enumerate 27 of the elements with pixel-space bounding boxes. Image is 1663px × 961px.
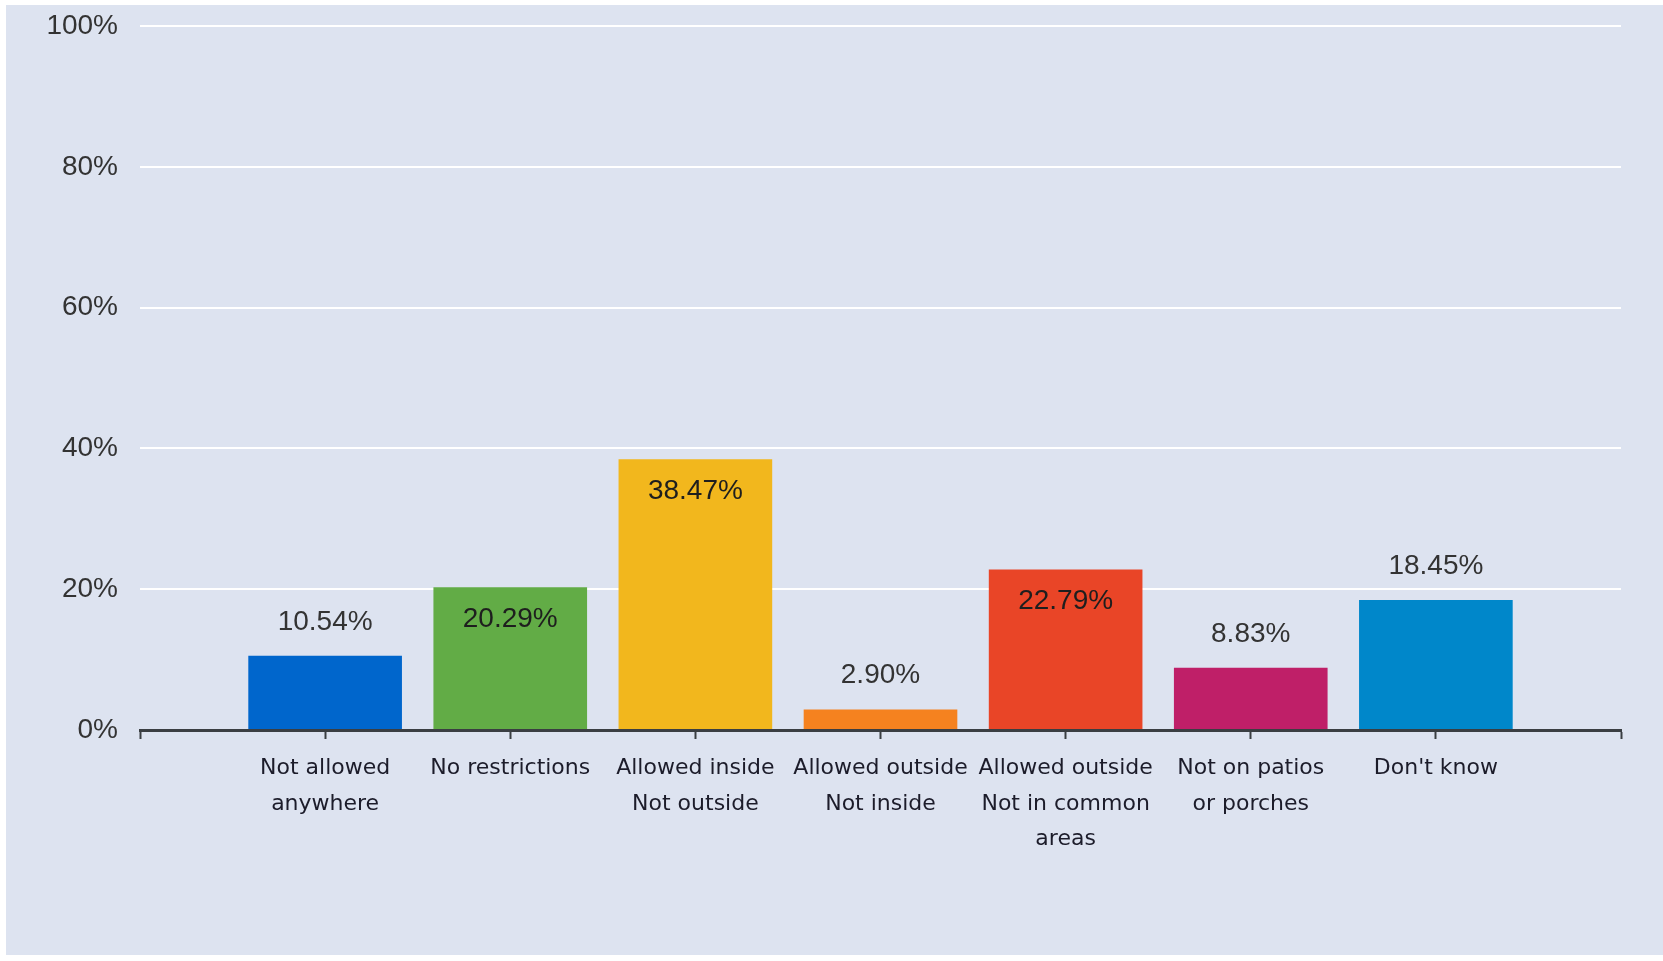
- bar: [433, 587, 588, 729]
- x-tick-label: Don't know: [1373, 754, 1498, 780]
- y-tick-label: 60%: [61, 290, 118, 322]
- data-label: 2.90%: [840, 658, 921, 690]
- data-label: 20.29%: [462, 601, 558, 633]
- x-tick-label: Not on patios or porches: [1177, 754, 1325, 815]
- data-label: 18.45%: [1388, 548, 1484, 580]
- bar: [1173, 667, 1328, 729]
- bar: [988, 569, 1143, 729]
- bar: [248, 655, 402, 729]
- bar: [1359, 600, 1513, 729]
- y-tick-label: 20%: [61, 571, 118, 603]
- bar: [618, 459, 773, 729]
- x-tick-label: Allowed inside Not outside: [616, 754, 775, 815]
- data-label: 38.47%: [647, 473, 743, 505]
- data-label: 22.79%: [1018, 584, 1114, 616]
- y-tick-label: 100%: [46, 8, 118, 40]
- bar: [803, 709, 958, 729]
- x-tick-label: Allowed outside Not in common areas: [978, 754, 1153, 850]
- y-tick-label: 0%: [77, 712, 118, 744]
- x-tick-label: Not allowed anywhere: [260, 754, 391, 815]
- data-label: 8.83%: [1211, 616, 1291, 648]
- data-label: 10.54%: [277, 604, 373, 636]
- x-tick-label: Allowed outside Not inside: [793, 754, 968, 815]
- x-tick-label: No restrictions: [430, 754, 591, 780]
- y-tick-label: 40%: [61, 431, 118, 463]
- y-tick-label: 80%: [61, 149, 118, 181]
